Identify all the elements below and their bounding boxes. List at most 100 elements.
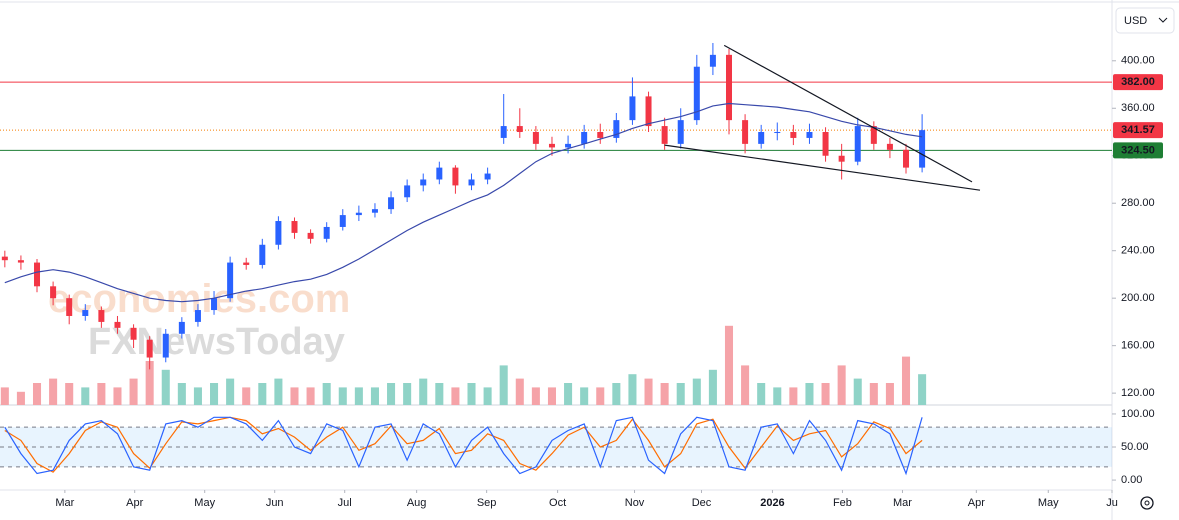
candle-body [806,132,813,138]
volume-bar [741,365,750,405]
candle-body [259,244,266,265]
y-tick-label: 50.00 [1121,441,1149,453]
level-badge [1113,142,1163,159]
volume-bar [724,325,734,405]
x-tick-label: Jun [266,497,284,509]
volume-bar [692,378,701,405]
volume-bar [451,387,460,405]
volume-bar [97,383,106,405]
trendline [664,144,981,191]
volume-bar [435,383,444,405]
candle-body [613,120,620,138]
candle-body [404,185,411,198]
volume-bar [483,387,492,405]
candle-body [645,96,652,127]
x-tick-label: Jul [338,497,352,509]
volume-bar [869,383,878,405]
candle-body [436,167,443,180]
volume-bar [885,383,894,405]
volume-bar [290,387,299,405]
gear[interactable] [1140,496,1154,510]
volume-bar [242,387,251,405]
volume-bar [145,361,154,405]
y-tick-label: 240.00 [1121,245,1155,257]
candle-body [468,179,475,186]
candle-body [870,126,877,144]
volume-bar [676,383,685,405]
volume-bar [370,387,379,405]
x-tick-label: May [194,497,215,509]
candle-body [854,126,861,162]
currency[interactable]: USD [1124,15,1147,27]
volume-bar [644,378,653,405]
candle-body [194,310,201,322]
candle-body [34,262,41,287]
currency-button[interactable]: USD [1115,7,1175,34]
volume-bar [515,378,524,405]
candle-body [339,215,346,227]
moving-average [4,102,923,303]
volume-bar [789,387,798,405]
candle-body [774,132,781,134]
x-tick-label: Feb [833,497,852,509]
candle-body [742,120,749,144]
candle-body [66,298,73,316]
volume-bar [821,383,830,405]
volume-bar [210,383,219,405]
volume-bar [193,387,202,405]
candle-body [758,132,765,144]
candle-body [388,197,395,210]
candle-body [500,126,507,138]
chevron[interactable] [1158,17,1168,23]
candle-body [227,262,234,299]
volume-bar [322,383,331,405]
currency-box[interactable] [1115,7,1175,34]
volume-bar [32,383,42,405]
candle-body [355,212,362,216]
volume-bar [129,378,138,405]
volume-bar [16,391,25,405]
volume-bar [274,378,283,405]
x-tick-label: Apr [968,497,985,509]
volume-bar [387,383,396,405]
candle-body [162,333,169,358]
x-tick-label: Mar [893,497,912,509]
volume-bar [226,378,235,405]
x-tick-label: Dec [692,497,712,509]
x-tick-label: Sep [477,497,497,509]
candle-body [211,298,218,311]
volume-bar [81,387,90,405]
volume-bar [596,387,605,405]
candle-body [50,286,57,299]
candle-body [919,130,926,168]
volume-bar [660,383,669,405]
level-badge [1113,122,1163,139]
volume-bar [354,387,363,405]
candle-body [275,221,282,245]
candle-body [516,126,523,133]
volume-bar [177,383,186,405]
settings-button[interactable] [1140,496,1154,510]
volume-bar [499,365,508,405]
candle-body [82,310,89,316]
candle-body [307,232,314,239]
volume-bar [628,374,637,405]
volume-bar [805,383,814,405]
candle-body [420,179,427,186]
y-tick-label: 400.00 [1121,55,1155,67]
y-tick-label: 200.00 [1121,292,1155,304]
x-tick-label: Mar [55,497,74,509]
gear-hub[interactable] [1144,500,1150,506]
volume-bar [564,383,573,405]
candle-body [629,96,636,121]
volume-bar [338,387,347,405]
volume-bar [918,374,927,405]
candle-body [532,132,539,144]
level-label: 324.50 [1121,144,1155,156]
candle-body [709,54,716,67]
volume-bar [403,383,412,405]
candle-body [146,339,153,358]
candle-body [17,260,24,263]
candle-body [565,143,572,148]
